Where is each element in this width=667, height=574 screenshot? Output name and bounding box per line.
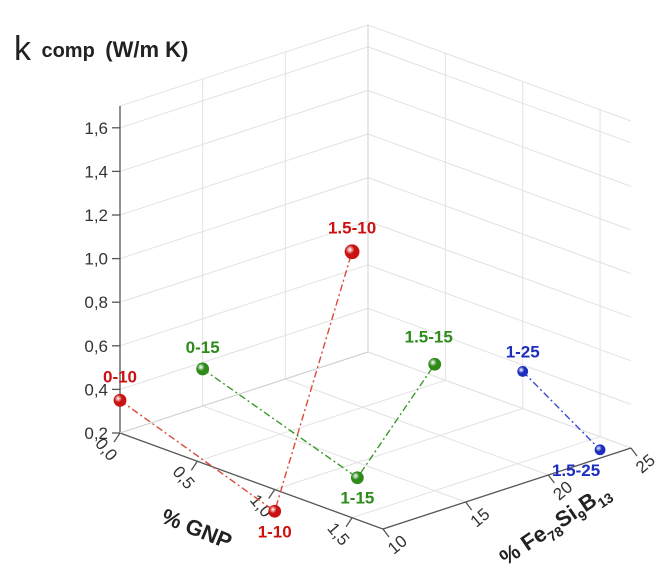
data-point [594,444,606,456]
z-tick-label: 1,2 [84,206,108,225]
x-axis-title: % GNP [158,503,235,554]
z-tick-label: 1,4 [84,162,108,181]
gridline [367,177,632,275]
point-labels: 0-10 1-10 1.5-10 0-15 1-15 1.5-15 1-25 1.5-25 [103,219,600,542]
point-label: 1.5-25 [552,461,600,480]
x-tick [345,517,353,528]
gridline [197,379,446,462]
x-tick [190,460,198,471]
gridline [367,46,632,144]
data-point [517,366,529,377]
data-point [428,357,442,371]
point-label: 1.5-15 [405,327,453,346]
gridline [119,133,369,216]
gridline [274,407,523,490]
gridline [367,351,632,449]
y-tick [465,501,473,511]
data-point [350,471,364,485]
grid [119,24,632,530]
point-label: 1-25 [506,342,540,361]
x-tick [113,432,121,443]
gridline [119,220,369,303]
gridline [119,24,369,107]
gridline [367,89,632,187]
data-point [268,504,282,518]
point-label: 1-10 [258,522,292,541]
point-label: 0-10 [103,367,137,386]
gridline [119,307,369,390]
gridline [367,220,632,318]
y-tick [382,528,390,538]
point-label: 1-15 [340,489,374,508]
point-label: 1.5-10 [328,219,376,238]
data-point [344,244,360,260]
gridline [285,378,549,476]
z-tick-label: 0,4 [84,380,108,399]
series-line [522,370,601,451]
gridline [367,307,632,405]
gridline [367,24,632,122]
gridline [119,264,369,347]
z-tick-label: 0,6 [84,337,108,356]
y-axis-line [382,447,632,530]
gridline [367,133,632,231]
gridline [367,264,632,362]
gridline [119,46,369,129]
x-tick [268,489,276,499]
z-tick-label: 1,6 [84,119,108,138]
point-label: 0-15 [186,338,220,357]
gridline [351,436,601,519]
z-axis-title: k comp (W/m K) [14,30,188,68]
y-tick [630,447,638,457]
gridline [119,177,369,260]
series [113,244,606,518]
z-tick-label: 1,0 [84,250,108,269]
back-edge [119,351,369,434]
gridline [119,89,369,172]
gridline [202,405,466,503]
x-axis-line [119,432,384,530]
y-tick [547,474,555,484]
data-point [113,393,127,407]
data-point [196,362,210,376]
z-tick-label: 0,8 [84,293,108,312]
z-tick-label: 0,2 [84,424,108,443]
series-line [202,363,436,479]
